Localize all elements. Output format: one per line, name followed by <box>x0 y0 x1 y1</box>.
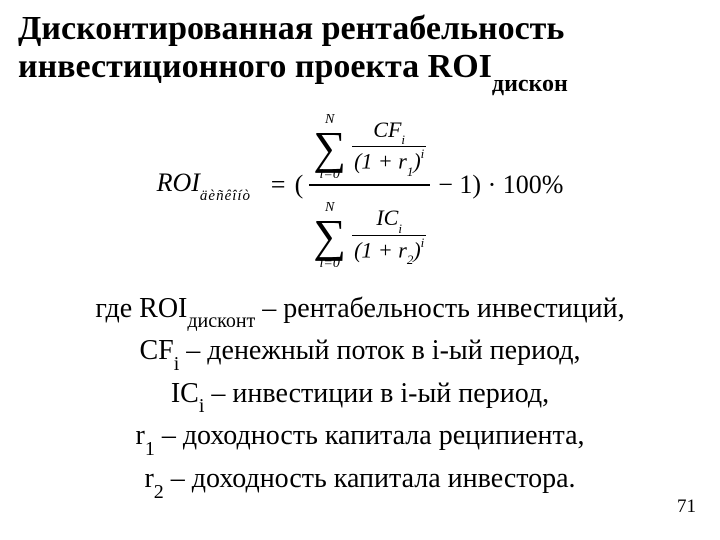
den-close-2: ) <box>413 237 420 262</box>
den-close-1: ) <box>413 149 420 174</box>
lhs-var: ROI <box>157 168 200 197</box>
l3-sub: i <box>199 395 205 417</box>
l2-sub: i <box>174 353 180 375</box>
ic-sub: i <box>398 221 402 236</box>
l1-pre: где ROI <box>95 293 187 324</box>
sigma-num: N ∑ i=0 <box>313 113 346 182</box>
legend-line-1: где ROIдисконт – рентабельность инвестиц… <box>22 289 698 332</box>
numerator: N ∑ i=0 CFi (1 + r1)i <box>309 98 430 184</box>
sigma-icon-2: ∑ <box>313 215 346 256</box>
cf-den: (1 + r1)i <box>352 149 426 176</box>
l2-post: – денежный поток в i-ый период, <box>179 335 580 366</box>
cf-fraction: CFi (1 + r1)i <box>352 119 426 176</box>
l5-sub: 2 <box>154 481 164 503</box>
l1-sub: дисконт <box>187 310 255 332</box>
sum-lower-n: i=0 <box>320 168 340 182</box>
sum-numerator: N ∑ i=0 CFi (1 + r1)i <box>313 113 426 182</box>
r1-sub: 1 <box>407 164 414 179</box>
title-line2-pre: инвестиционного проекта ROI <box>18 48 492 85</box>
l5-post: – доходность капитала инвестора. <box>164 463 576 494</box>
cf-sub: i <box>401 132 405 147</box>
slide-title: Дисконтированная рентабельность инвестиц… <box>18 10 702 92</box>
title-subscript: дискон <box>492 71 568 97</box>
sum-lower-d: i=0 <box>320 257 340 271</box>
page-number: 71 <box>677 496 696 518</box>
sigma-icon: ∑ <box>313 127 346 168</box>
legend-line-2: CFi – денежный поток в i-ый период, <box>22 331 698 374</box>
times-100: · 100% <box>481 170 563 199</box>
denominator: N ∑ i=0 ICi (1 + r2)i <box>309 186 430 272</box>
open-paren: ( <box>295 170 304 200</box>
ic-term: ICi <box>374 207 404 232</box>
formula-lhs: ROIäèñêîíò <box>157 168 251 202</box>
cf-term: CFi <box>371 119 407 144</box>
l3-post: – инвестиции в i-ый период, <box>204 378 549 409</box>
minus-one: − 1) <box>438 170 481 199</box>
sigma-den: N ∑ i=0 <box>313 201 346 270</box>
equals-sign: = <box>269 170 287 200</box>
r1-var: r <box>398 149 407 174</box>
ic-bar <box>352 235 426 236</box>
cf-var: CF <box>373 117 401 142</box>
l4-pre: r <box>135 420 144 451</box>
den-open-1: (1 + <box>354 149 398 174</box>
l5-pre: r <box>144 463 153 494</box>
formula-tail: − 1) · 100% <box>438 170 563 200</box>
ic-var: IC <box>376 205 398 230</box>
main-fraction: N ∑ i=0 CFi (1 + r1)i <box>309 98 430 273</box>
pow-2: i <box>421 235 425 250</box>
slide: Дисконтированная рентабельность инвестиц… <box>0 0 720 540</box>
cf-bar <box>352 146 426 147</box>
ic-den: (1 + r2)i <box>352 238 426 265</box>
lhs-sub: äèñêîíò <box>200 188 251 204</box>
legend-line-5: r2 – доходность капитала инвестора. <box>22 459 698 502</box>
ic-fraction: ICi (1 + r2)i <box>352 207 426 264</box>
title-line1: Дисконтированная рентабельность <box>18 10 564 47</box>
den-open-2: (1 + <box>354 237 398 262</box>
legend-line-4: r1 – доходность капитала реципиента, <box>22 416 698 459</box>
l2-pre: CF <box>139 335 173 366</box>
sum-denominator: N ∑ i=0 ICi (1 + r2)i <box>313 201 426 270</box>
pow-1: i <box>421 146 425 161</box>
l4-post: – доходность капитала реципиента, <box>155 420 585 451</box>
l1-post: – рентабельность инвестиций, <box>255 293 624 324</box>
formula-block: ROIäèñêîíò = ( N ∑ i=0 CFi <box>18 98 702 273</box>
l3-pre: IC <box>171 378 199 409</box>
legend-line-3: ICi – инвестиции в i-ый период, <box>22 374 698 417</box>
l4-sub: 1 <box>145 438 155 460</box>
r2-var: r <box>398 237 407 262</box>
legend: где ROIдисконт – рентабельность инвестиц… <box>22 289 698 502</box>
r2-sub: 2 <box>407 252 414 267</box>
formula: ROIäèñêîíò = ( N ∑ i=0 CFi <box>157 98 564 273</box>
